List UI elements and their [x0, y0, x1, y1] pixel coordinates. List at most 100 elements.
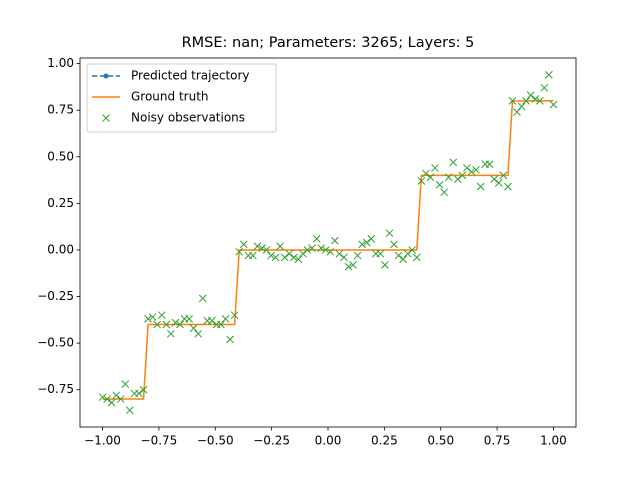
data-point	[526, 91, 535, 100]
data-point	[303, 246, 312, 254]
data-point	[367, 234, 376, 243]
x-tick-label: −0.75	[141, 434, 178, 448]
data-point	[167, 329, 175, 338]
y-tick-label: 1.00	[47, 56, 74, 70]
data-point	[531, 95, 540, 103]
x-tick-label: 1.00	[540, 434, 567, 448]
data-point	[185, 315, 193, 323]
data-point	[412, 253, 421, 262]
data-point	[126, 406, 134, 415]
data-point	[321, 246, 330, 254]
data-point	[440, 188, 449, 197]
data-point	[157, 311, 166, 320]
data-point	[344, 262, 353, 271]
data-point	[294, 255, 303, 264]
data-point	[148, 313, 157, 321]
data-point	[472, 165, 480, 174]
data-point	[517, 102, 526, 111]
data-point	[176, 320, 184, 329]
data-point	[107, 398, 116, 407]
legend-label: Noisy observations	[131, 111, 245, 125]
data-point	[399, 255, 407, 264]
data-point	[426, 173, 435, 182]
data-point	[431, 164, 439, 172]
chart-title: RMSE: nan; Parameters: 3265; Layers: 5	[182, 35, 475, 51]
data-point	[249, 251, 257, 260]
data-point	[230, 311, 239, 320]
data-point	[458, 171, 467, 180]
data-point	[280, 253, 289, 262]
y-tick-label: −0.50	[37, 336, 74, 350]
data-point	[390, 240, 398, 249]
data-point	[308, 244, 316, 252]
x-tick-label: 0.75	[484, 434, 511, 448]
data-point	[239, 240, 248, 249]
data-point	[435, 180, 444, 189]
data-point	[335, 249, 344, 258]
legend-marker	[102, 114, 110, 122]
data-point	[385, 229, 394, 238]
data-point	[267, 251, 275, 260]
x-tick-label: 0.00	[315, 434, 342, 448]
data-point	[153, 320, 162, 329]
data-point	[453, 175, 462, 183]
data-point	[549, 100, 558, 109]
data-point	[463, 164, 471, 172]
data-point	[221, 315, 230, 323]
x-tick-label: −1.00	[84, 434, 121, 448]
data-point	[285, 249, 294, 258]
y-tick-label: 0.25	[47, 196, 74, 210]
data-point	[121, 380, 130, 388]
x-tick-label: −0.50	[197, 434, 234, 448]
data-point	[112, 391, 121, 400]
data-point	[194, 329, 203, 338]
plot-frame	[79, 57, 577, 428]
data-point	[271, 253, 280, 262]
data-point	[467, 167, 476, 176]
legend-marker	[103, 73, 109, 79]
data-point	[98, 393, 107, 402]
legend: Predicted trajectory Ground truth Noisy ob…	[86, 63, 277, 133]
data-point	[189, 324, 198, 333]
data-point	[535, 97, 544, 105]
data-point	[508, 97, 517, 105]
data-point	[449, 158, 458, 167]
y-tick-label: −0.75	[37, 382, 74, 396]
data-point	[253, 242, 262, 251]
x-tick-label: 0.25	[371, 434, 398, 448]
data-point	[340, 253, 348, 262]
data-point	[476, 182, 485, 191]
data-point	[394, 251, 403, 260]
data-point	[226, 335, 234, 344]
data-point	[276, 242, 285, 251]
data-point	[362, 238, 371, 247]
data-point	[235, 247, 244, 256]
data-point	[353, 251, 362, 260]
data-point	[171, 318, 180, 327]
legend-label: Ground truth	[131, 90, 209, 104]
data-point	[299, 249, 307, 258]
data-point	[116, 395, 125, 403]
y-tick-label: −0.25	[37, 289, 74, 303]
data-point	[499, 171, 508, 180]
y-tick-label: 0.75	[47, 103, 74, 117]
data-point	[545, 70, 553, 79]
data-point	[198, 294, 207, 303]
data-point	[408, 246, 417, 254]
data-point	[490, 175, 499, 183]
x-tick-label: −0.25	[253, 434, 290, 448]
data-point	[349, 261, 357, 269]
data-point	[217, 320, 225, 329]
data-point	[358, 240, 367, 249]
data-point	[262, 246, 271, 254]
data-point	[144, 315, 152, 323]
data-point	[289, 253, 298, 262]
data-point	[504, 182, 512, 191]
data-point	[403, 249, 412, 258]
data-point	[422, 169, 430, 178]
x-tick-label: 0.50	[427, 434, 454, 448]
data-point	[317, 244, 326, 252]
data-point	[381, 261, 389, 269]
data-point	[103, 395, 111, 403]
